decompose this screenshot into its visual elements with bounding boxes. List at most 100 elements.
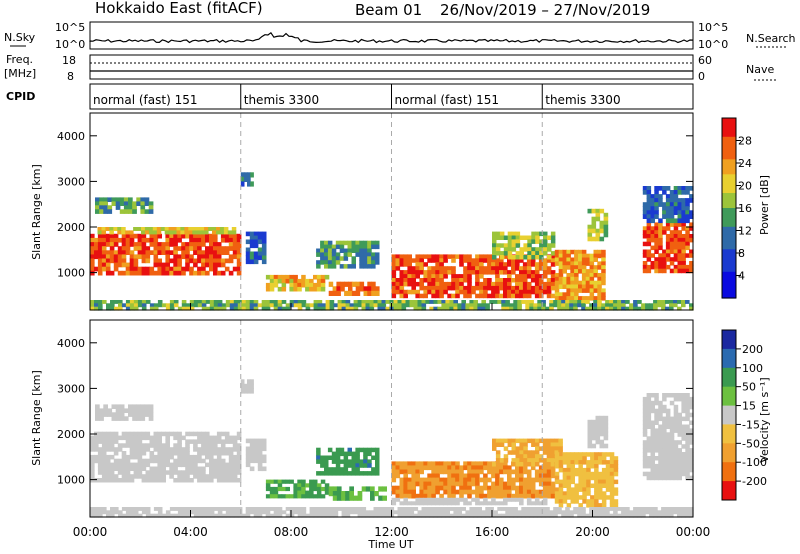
data-cell [281, 274, 287, 280]
data-cell [471, 461, 476, 467]
data-cell [581, 257, 587, 262]
data-cell [578, 460, 583, 465]
data-cell [603, 224, 609, 230]
data-cell [321, 513, 327, 518]
data-cell [245, 507, 251, 511]
colorbar-segment [722, 348, 736, 369]
data-cell [587, 439, 593, 445]
data-cell [503, 485, 508, 491]
data-cell [413, 300, 419, 304]
data-cell [507, 438, 513, 444]
data-cell [213, 458, 218, 464]
colorbar-segment [722, 200, 736, 205]
data-cell [658, 226, 663, 231]
data-cell [505, 300, 510, 304]
data-cell [197, 237, 202, 243]
data-cell [526, 493, 532, 499]
data-cell [587, 232, 593, 238]
data-cell [228, 454, 234, 460]
data-cell [554, 276, 560, 282]
data-cell [501, 300, 506, 304]
data-cell [341, 495, 346, 501]
data-cell [654, 194, 659, 199]
data-cell [546, 477, 552, 483]
data-cell [141, 233, 147, 239]
data-cell [495, 465, 500, 471]
data-cell [485, 303, 490, 308]
colorbar-tick-label: -100 [742, 456, 767, 469]
data-cell [598, 491, 603, 496]
data-cell [133, 303, 139, 308]
data-cell [249, 446, 255, 452]
data-cell [109, 227, 114, 231]
data-cell [375, 260, 380, 265]
data-cell [479, 274, 484, 279]
data-cell [526, 262, 532, 267]
data-cell [403, 465, 408, 471]
data-cell [153, 478, 159, 483]
data-cell [367, 252, 372, 257]
data-cell [654, 202, 659, 207]
data-cell [153, 466, 159, 471]
data-cell [309, 513, 315, 518]
cpid-label: CPID [6, 90, 35, 103]
power-colorbar-label: Power [dB] [758, 175, 771, 235]
data-cell [538, 454, 544, 459]
data-cell [213, 466, 218, 471]
data-cell [495, 266, 500, 271]
data-cell [669, 513, 674, 518]
data-cell [641, 513, 646, 518]
data-cell [228, 270, 234, 276]
data-cell [196, 230, 201, 235]
data-cell [601, 510, 606, 515]
nsky-label: N.Sky [4, 31, 36, 44]
data-cell [531, 458, 536, 463]
data-cell [90, 246, 95, 251]
data-cell [148, 209, 154, 214]
data-cell [461, 300, 466, 304]
data-cell [117, 447, 123, 452]
data-cell [301, 274, 306, 280]
data-cell [467, 270, 472, 275]
data-cell [685, 456, 690, 461]
data-cell [107, 412, 113, 417]
colorbar-segment [722, 136, 736, 142]
data-cell [421, 306, 427, 311]
data-cell [594, 483, 599, 488]
data-cell [587, 435, 593, 441]
y-tick-label: 2000 [57, 221, 85, 234]
data-cell [542, 473, 548, 479]
data-cell [213, 447, 218, 452]
data-cell [658, 448, 663, 453]
data-cell [653, 306, 658, 311]
data-cell [487, 278, 492, 283]
data-cell [113, 431, 119, 437]
data-cell [419, 285, 424, 291]
data-cell [595, 228, 601, 234]
data-cell [333, 513, 339, 518]
data-cell [297, 479, 302, 484]
data-cell [359, 459, 364, 464]
data-cell [169, 454, 174, 460]
data-cell [371, 240, 376, 246]
data-cell [220, 443, 226, 448]
data-cell [658, 444, 663, 449]
data-cell [128, 197, 133, 202]
data-cell [177, 513, 183, 518]
data-cell [495, 281, 500, 287]
data-cell [681, 245, 686, 251]
data-cell [433, 510, 438, 515]
data-cell [673, 190, 679, 195]
data-cell [492, 442, 497, 447]
data-cell [172, 230, 178, 235]
data-cell [144, 404, 150, 409]
data-cell [487, 485, 492, 491]
data-cell [509, 303, 514, 308]
data-cell [216, 227, 221, 231]
data-cell [205, 250, 210, 255]
data-cell [399, 278, 405, 283]
data-cell [511, 458, 516, 463]
data-cell [385, 513, 391, 518]
data-cell [542, 281, 548, 287]
data-cell [637, 306, 642, 311]
